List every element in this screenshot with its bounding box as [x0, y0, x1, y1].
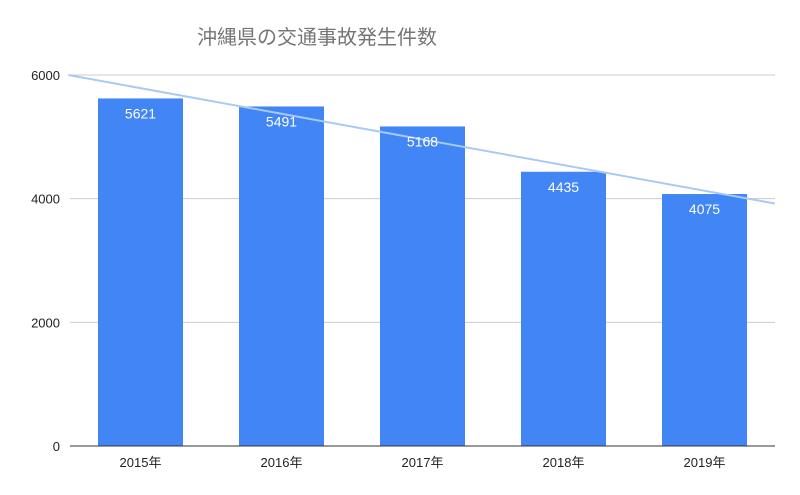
bar-2019年	[662, 194, 747, 446]
x-tick-label: 2017年	[402, 455, 444, 470]
bar-value-label: 5491	[266, 113, 297, 129]
trendline-layer	[68, 74, 776, 205]
bar-value-label: 5621	[125, 105, 156, 121]
y-tick-label: 6000	[31, 68, 60, 83]
bar-2016年	[239, 106, 324, 446]
chart-title: 沖縄県の交通事故発生件数	[197, 25, 437, 49]
bar-value-label: 4435	[548, 179, 579, 195]
y-axis-ticks: 0 2000 4000 6000	[31, 68, 60, 454]
bars	[98, 98, 747, 447]
bar-2017年	[380, 126, 465, 446]
y-tick-label: 2000	[31, 315, 60, 330]
bar-value-label: 5168	[407, 133, 438, 149]
y-tick-label: 0	[53, 439, 60, 454]
bar-2015年	[98, 98, 183, 447]
x-tick-label: 2015年	[120, 455, 162, 470]
trendline	[68, 74, 776, 205]
data-labels: 5621 5491 5168 4435 4075	[125, 105, 720, 217]
bar-2018年	[521, 171, 606, 446]
x-axis-ticks: 2015年 2016年 2017年 2018年 2019年	[120, 455, 726, 470]
bar-value-label: 4075	[689, 201, 720, 217]
x-tick-label: 2018年	[543, 455, 585, 470]
x-tick-label: 2019年	[684, 455, 726, 470]
y-tick-label: 4000	[31, 192, 60, 207]
x-tick-label: 2016年	[261, 455, 303, 470]
